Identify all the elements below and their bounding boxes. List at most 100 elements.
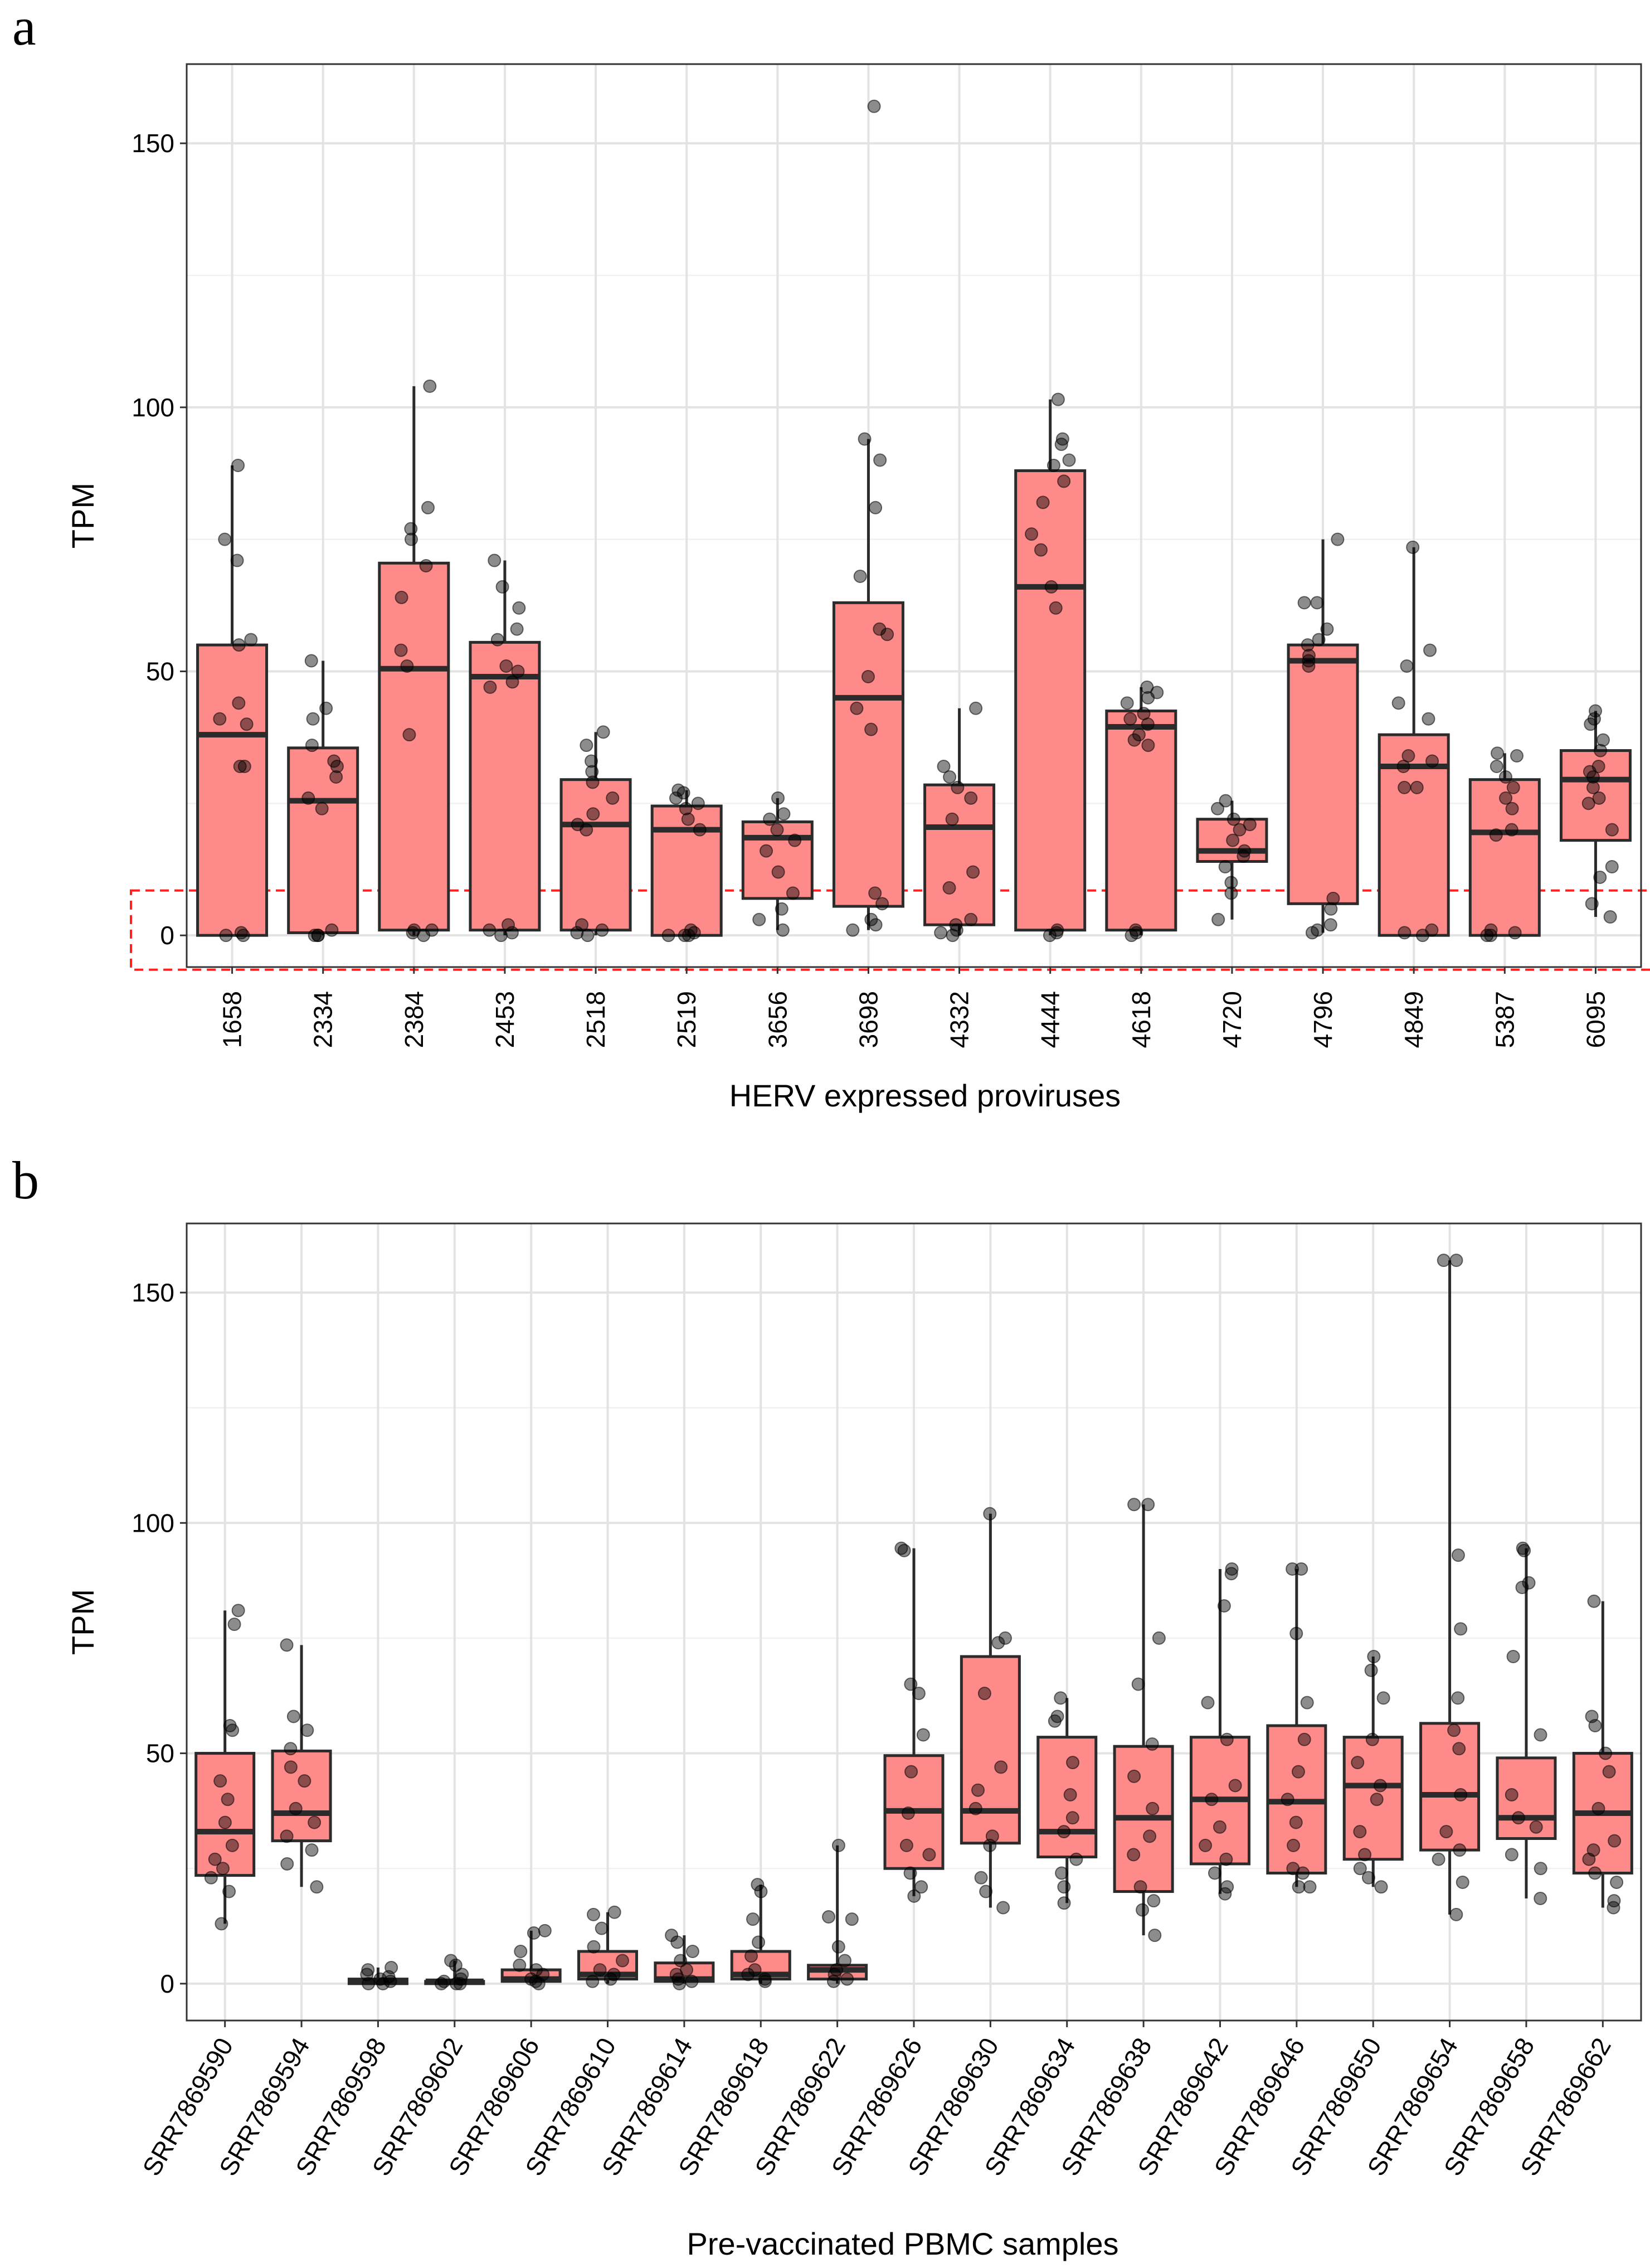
a-data-point — [402, 728, 416, 742]
b-data-point — [514, 1945, 528, 1959]
b-data-point — [1303, 1880, 1317, 1894]
a-data-point — [1043, 929, 1057, 943]
b-data-point — [222, 1885, 236, 1898]
b-data-point — [1373, 1779, 1387, 1793]
panel-a-points — [213, 99, 1619, 943]
b-data-point — [907, 1889, 921, 1903]
a-data-point — [1054, 438, 1068, 451]
a-data-point — [1050, 926, 1064, 940]
a-data-point — [1123, 712, 1137, 726]
b-data-point — [904, 1677, 918, 1691]
a-data-point — [308, 929, 322, 943]
b-data-point — [586, 1974, 600, 1988]
a-data-point — [240, 717, 254, 731]
b-data-point — [674, 1954, 688, 1968]
b-y-tick-label: 100 — [132, 1508, 174, 1537]
a-data-point — [1498, 770, 1512, 784]
b-data-point — [593, 1963, 607, 1977]
b-data-point — [1506, 1649, 1520, 1663]
a-data-point — [1594, 744, 1608, 757]
b-data-point — [758, 1974, 772, 1988]
a-data-point — [786, 886, 800, 900]
b-data-point — [1152, 1631, 1166, 1645]
b-data-point — [1610, 1876, 1624, 1890]
b-data-point — [204, 1871, 218, 1885]
a-data-point — [669, 791, 683, 805]
b-data-point — [1364, 1663, 1378, 1677]
b-data-point — [1225, 1562, 1239, 1576]
a-data-point — [1297, 596, 1311, 610]
a-data-point — [311, 929, 325, 943]
b-data-point — [996, 1901, 1010, 1915]
b-data-point — [897, 1543, 911, 1557]
panel-a: a 0 50 100 150 1658 2334 2384 2453 2518 2519 3656… — [12, 0, 1650, 1113]
b-data-point — [1588, 1718, 1602, 1732]
b-data-point — [831, 1940, 845, 1954]
a-data-point — [1425, 754, 1439, 768]
a-data-point — [1049, 601, 1063, 615]
a-data-point — [1051, 392, 1065, 406]
b-data-point — [1199, 1838, 1213, 1852]
a-data-point — [934, 926, 948, 940]
a-data-point — [1301, 638, 1315, 652]
b-data-point — [1449, 1254, 1463, 1267]
a-data-point — [581, 929, 595, 943]
b-data-point — [218, 1815, 232, 1829]
b-data-point — [310, 1880, 324, 1894]
a-data-point — [942, 881, 956, 895]
b-data-point — [922, 1848, 936, 1862]
a-data-point — [505, 926, 519, 940]
b-data-point — [901, 1806, 915, 1820]
b-data-point — [1146, 1801, 1160, 1815]
b-data-point — [1141, 1498, 1155, 1512]
a-data-point — [946, 929, 960, 943]
a-data-point — [1592, 791, 1606, 805]
a-data-point — [502, 918, 515, 932]
a-data-point — [319, 701, 333, 715]
panel-b-x-ticks: SRR7869590SRR7869594SRR7869598SRR7869602… — [137, 2021, 1617, 2180]
b-data-point — [977, 1687, 991, 1701]
b-data-point — [1367, 1649, 1381, 1663]
a-x-tick-label: 3698 — [854, 991, 883, 1048]
b-data-point — [741, 1968, 755, 1982]
b-data-point — [903, 1866, 917, 1880]
a-data-point — [570, 926, 584, 940]
a-data-point — [230, 553, 244, 567]
b-data-point — [974, 1871, 988, 1885]
b-data-point — [227, 1618, 241, 1631]
b-data-point — [1453, 1843, 1467, 1857]
b-data-point — [1608, 1834, 1622, 1848]
b-data-point — [513, 1958, 527, 1972]
b-data-point — [226, 1723, 240, 1737]
b-data-point — [1147, 1894, 1161, 1908]
a-data-point — [488, 553, 502, 567]
b-data-point — [361, 1963, 375, 1977]
a-data-point — [1406, 540, 1420, 554]
a-data-point — [676, 786, 690, 800]
a-data-point — [404, 532, 418, 546]
b-data-point — [280, 1829, 294, 1843]
b-data-point — [1358, 1848, 1372, 1862]
a-data-point — [1226, 812, 1240, 826]
a-x-tick-label: 4849 — [1399, 991, 1428, 1048]
a-data-point — [219, 929, 233, 943]
b-data-point — [1607, 1894, 1621, 1908]
a-data-point — [1219, 794, 1233, 808]
a-y-tick-label: 50 — [146, 657, 174, 686]
b-data-point — [904, 1765, 918, 1779]
a-data-point — [1302, 654, 1316, 668]
b-data-point — [1451, 1691, 1465, 1705]
b-data-point — [208, 1852, 222, 1866]
a-data-point — [305, 739, 319, 752]
a-data-point — [1410, 780, 1424, 794]
a-box — [1105, 710, 1177, 932]
a-data-point — [1034, 543, 1048, 557]
b-data-point — [444, 1954, 458, 1968]
b-data-point — [1145, 1737, 1159, 1751]
a-data-point — [510, 622, 524, 636]
a-box — [1559, 749, 1632, 842]
b-data-point — [221, 1793, 235, 1806]
a-data-point — [1510, 749, 1524, 763]
a-data-point — [1400, 659, 1414, 673]
